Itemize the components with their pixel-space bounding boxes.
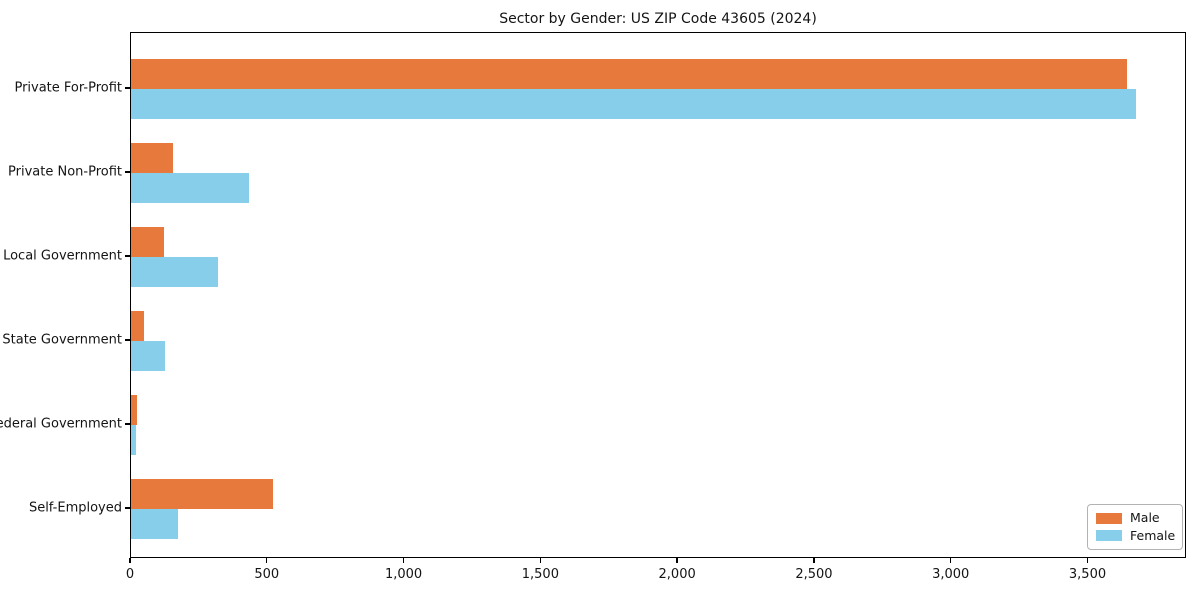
x-tick-500: [266, 558, 268, 563]
legend: Male Female: [1087, 504, 1183, 550]
y-axis-label-local-government: Local Government: [3, 248, 122, 264]
bar-female-private-for-profit: [131, 89, 1137, 119]
x-tick-label-3000: 3,000: [932, 567, 970, 582]
y-axis-label-self-employed: Self-Employed: [28, 500, 122, 516]
bar-female-private-non-profit: [131, 173, 250, 203]
y-tick-private-non-profit: [125, 171, 130, 173]
x-tick-label-2000: 2,000: [658, 567, 696, 582]
x-tick-3500: [1086, 558, 1089, 563]
x-tick-2500: [813, 558, 815, 563]
x-tick-label-1500: 1,500: [521, 567, 559, 582]
bar-male-self-employed: [131, 479, 274, 509]
x-tick-label-2500: 2,500: [795, 567, 833, 582]
y-axis-label-private-for-profit: Private For-Profit: [14, 80, 122, 96]
x-tick-0: [129, 558, 131, 563]
x-tick-1000: [402, 558, 405, 563]
x-tick-1500: [539, 558, 542, 563]
bar-female-federal-government: [131, 425, 137, 455]
x-tick-label-1000: 1,000: [384, 567, 423, 582]
y-tick-federal-government: [125, 423, 130, 425]
bar-male-local-government: [131, 227, 164, 257]
y-axis-labels: Private For-Profit Private Non-Profit Loca…: [0, 32, 122, 558]
x-tick-label-500: 500: [254, 567, 280, 582]
y-axis-label-federal-government: Federal Government: [0, 416, 122, 432]
x-tick-3000: [950, 558, 952, 563]
legend-label-male: Male: [1130, 510, 1160, 525]
bar-female-self-employed: [131, 509, 178, 539]
y-axis-label-state-government: State Government: [2, 332, 122, 348]
bar-male-federal-government: [131, 395, 138, 425]
y-tick-state-government: [125, 339, 130, 341]
bar-male-private-for-profit: [131, 59, 1127, 89]
chart-title: Sector by Gender: US ZIP Code 43605 (202…: [499, 11, 817, 27]
legend-label-female: Female: [1130, 527, 1176, 543]
y-tick-local-government: [125, 255, 130, 257]
legend-swatch-male: [1096, 512, 1122, 524]
y-axis-label-private-non-profit: Private Non-Profit: [8, 164, 122, 180]
legend-swatch-female: [1096, 530, 1122, 542]
x-tick-label-0: 0: [125, 567, 135, 582]
bar-male-private-non-profit: [131, 143, 173, 173]
y-tick-private-for-profit: [125, 87, 130, 89]
x-tick-2000: [676, 558, 678, 563]
bar-female-local-government: [131, 257, 218, 287]
bar-male-state-government: [131, 311, 144, 341]
bar-female-state-government: [131, 341, 165, 371]
y-tick-self-employed: [125, 507, 130, 509]
legend-entry-male: Male: [1096, 510, 1174, 525]
x-tick-label-3500: 3,500: [1068, 567, 1107, 582]
legend-entry-female: Female: [1096, 527, 1176, 543]
plot-area: [130, 32, 1186, 558]
